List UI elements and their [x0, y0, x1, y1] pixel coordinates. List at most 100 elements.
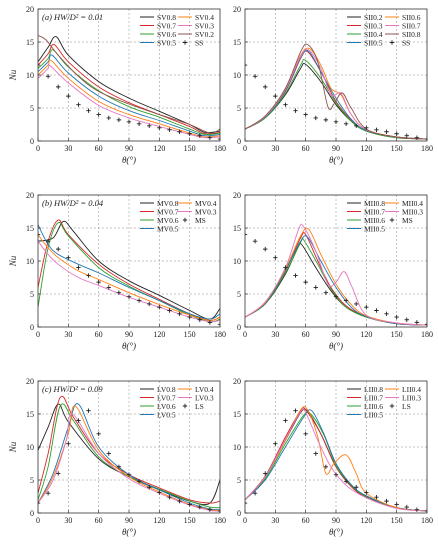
x-tick-label: 90 [332, 330, 340, 339]
series-line [245, 59, 427, 140]
data-point-marker [56, 84, 61, 90]
data-point-marker [197, 317, 202, 322]
data-point-marker [45, 239, 51, 244]
panel-annotation: (c) HW/D² = 0.09 [42, 384, 103, 394]
data-point-marker [126, 472, 132, 477]
y-tick-label: 10 [233, 257, 241, 266]
x-tick-label: 150 [391, 516, 403, 525]
legend-label: LV0.6 [157, 402, 176, 411]
chart-panel-3-left: 0 30 60 90 120 150 180 0 5 10 15 20 θ(°) Nu (c) HW/D² … [8, 377, 226, 537]
x-tick-label: 30 [271, 144, 279, 153]
data-point-marker [273, 255, 278, 260]
x-tick-label: 180 [421, 516, 433, 525]
data-point-marker [283, 102, 288, 107]
y-tick-label: 15 [26, 410, 34, 419]
legend-item: MV0.5 [140, 224, 179, 233]
panel-annotation: (b) HW/D² = 0.04 [42, 198, 104, 208]
x-tick-label: 0 [36, 330, 40, 339]
data-point-marker [177, 498, 182, 504]
data-point-marker [56, 471, 61, 476]
legend-item: LII0.7 [347, 393, 383, 402]
data-point-marker [197, 504, 202, 510]
legend-item: SV0.8 [140, 13, 176, 22]
series-line [38, 403, 220, 506]
series-group [245, 43, 427, 141]
legend-label: LV0.4 [195, 385, 214, 394]
legend-item: MV0.7 [140, 207, 179, 216]
data-point-marker [323, 117, 329, 123]
legend-item: LV0.5 [140, 410, 176, 419]
legend-label: SV0.3 [195, 21, 214, 30]
y-tick-label: 15 [26, 224, 34, 233]
legend-label: MV0.3 [195, 207, 217, 216]
legend-label: SS [402, 38, 410, 47]
data-point-marker [374, 308, 379, 313]
x-tick-label: 30 [64, 144, 72, 153]
legend-label: SV0.2 [195, 30, 214, 39]
legend-marker [182, 403, 188, 409]
data-point-marker [86, 408, 91, 413]
data-point-marker [313, 115, 318, 121]
legend-item: LII0.8 [347, 385, 383, 394]
chart-panel-2-right: 0 30 60 90 120 150 180 0 5 10 15 20 θ(°) MII0.8MII0.7… [233, 191, 433, 351]
legend-item: MII0.5 [347, 224, 385, 233]
series-line [245, 408, 427, 512]
legend-item: MV0.4 [178, 199, 217, 208]
y-tick-label: 20 [26, 377, 34, 386]
legend-item: LII0.4 [385, 385, 421, 394]
data-point-marker [394, 131, 399, 136]
x-tick-label: 60 [302, 516, 310, 525]
data-point-marker [414, 135, 420, 140]
y-tick-label: 15 [26, 38, 34, 47]
data-point-marker [323, 464, 329, 469]
legend-label: LII0.4 [402, 385, 421, 394]
data-point-marker [106, 285, 111, 290]
data-point-marker [404, 133, 409, 138]
legend-item: SV0.7 [140, 21, 176, 30]
data-point-marker [245, 232, 248, 237]
data-point-marker [245, 500, 248, 506]
series-line [38, 64, 220, 139]
data-point-marker [384, 498, 389, 504]
data-point-marker [38, 500, 41, 506]
y-tick-label: 20 [26, 191, 34, 200]
series-line [38, 54, 220, 137]
y-tick-label: 0 [237, 509, 241, 518]
y-tick-label: 20 [233, 191, 241, 200]
legend-label: LII0.3 [402, 393, 421, 402]
data-point-marker [364, 490, 369, 495]
x-tick-label: 150 [391, 330, 403, 339]
x-tick-label: 120 [360, 330, 372, 339]
data-point-marker [66, 93, 71, 99]
data-point-marker [116, 464, 122, 469]
data-point-marker [187, 314, 192, 320]
legend-label: MV0.8 [157, 199, 179, 208]
data-point-marker [424, 322, 427, 327]
legend-label: SII0.6 [402, 13, 421, 22]
data-point-marker [283, 265, 288, 270]
data-point-marker [187, 502, 192, 507]
grid-lines [38, 9, 220, 141]
x-tick-label: 60 [302, 330, 310, 339]
x-tick-label: 60 [95, 330, 103, 339]
y-tick-label: 5 [237, 476, 241, 485]
legend-label: LII0.8 [364, 385, 383, 394]
series-line [38, 234, 220, 321]
data-point-marker [424, 136, 427, 141]
series-line [38, 413, 220, 512]
data-point-marker [293, 408, 298, 413]
data-point-marker [252, 239, 258, 244]
data-point-marker [354, 485, 359, 490]
x-tick-label: 30 [64, 516, 72, 525]
x-tick-label: 180 [214, 330, 226, 339]
legend-label: SV0.4 [195, 13, 214, 22]
chart-panel-1-right: 0 30 60 90 120 150 180 0 5 10 15 20 θ(°) SII0.2SII0.3… [233, 5, 433, 165]
x-tick-label: 30 [271, 330, 279, 339]
data-point-marker [147, 123, 152, 129]
legend-label: MII0.8 [364, 199, 385, 208]
legend-label: LII0.5 [364, 410, 383, 419]
y-tick-label: 5 [30, 290, 34, 299]
data-point-marker [293, 273, 298, 278]
